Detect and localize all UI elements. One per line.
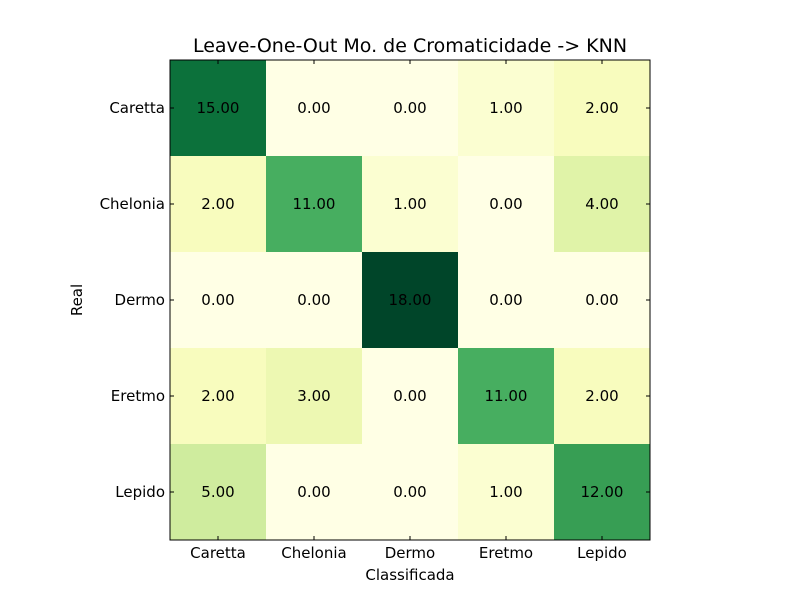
cell-value-label-4-4: 12.00 [581,483,624,501]
heatmap-cell-2-4 [554,252,651,349]
heatmap-cell-3-0 [170,348,267,445]
heatmap-cell-1-0 [170,156,267,253]
heatmap-cell-4-3 [458,444,555,541]
heatmap-cell-1-4 [554,156,651,253]
heatmap-cell-2-1 [266,252,363,349]
heatmap-cell-2-2 [362,252,459,349]
chart-title: Leave-One-Out Mo. de Cromaticidade -> KN… [193,35,627,57]
heatmap-cell-1-3 [458,156,555,253]
cell-value-label-2-4: 0.00 [585,291,618,309]
cell-value-label-1-0: 2.00 [201,195,234,213]
x-tick-label-2: Dermo [385,544,435,562]
x-tick-label-0: Caretta [190,544,246,562]
cell-value-label-3-4: 2.00 [585,387,618,405]
heatmap-cell-2-3 [458,252,555,349]
cell-value-label-3-1: 3.00 [297,387,330,405]
y-axis-label: Real [68,284,86,316]
cell-value-label-0-4: 2.00 [585,99,618,117]
x-axis-label: Classificada [365,566,454,584]
cell-value-label-0-2: 0.00 [393,99,426,117]
y-tick-label-2: Dermo [115,291,165,309]
heatmap-cell-1-1 [266,156,363,253]
cell-value-label-1-2: 1.00 [393,195,426,213]
heatmap-cell-0-0 [170,60,267,157]
axis-tick-labels: Caretta Chelonia Dermo Eretmo Lepido Caretta C… [100,99,627,562]
heatmap-cell-0-3 [458,60,555,157]
cell-value-label-2-2: 18.00 [389,291,432,309]
heatmap-cell-4-0 [170,444,267,541]
heatmap-cell-0-4 [554,60,651,157]
cell-value-label-0-1: 0.00 [297,99,330,117]
cell-value-label-2-1: 0.00 [297,291,330,309]
heatmap-cell-4-4 [554,444,651,541]
heatmap-value-labels: 15.00 0.00 0.00 1.00 2.00 2.00 11.00 1.00 0.00 4.… [197,99,624,501]
heatmap-cell-3-2 [362,348,459,445]
x-tick-label-1: Chelonia [281,544,346,562]
cell-value-label-4-3: 1.00 [489,483,522,501]
cell-value-label-4-1: 0.00 [297,483,330,501]
heatmap-cell-0-2 [362,60,459,157]
x-tick-label-4: Lepido [577,544,627,562]
cell-value-label-3-3: 11.00 [485,387,528,405]
plot-frame [169,59,651,541]
cell-value-label-0-3: 1.00 [489,99,522,117]
y-tick-label-4: Lepido [115,483,165,501]
heatmap-cell-2-0 [170,252,267,349]
heatmap-cell-3-4 [554,348,651,445]
cell-value-label-2-0: 0.00 [201,291,234,309]
cell-value-label-3-2: 0.00 [393,387,426,405]
cell-value-label-1-1: 11.00 [293,195,336,213]
heatmap-cell-1-2 [362,156,459,253]
y-tick-label-0: Caretta [109,99,165,117]
heatmap-cells [170,60,651,541]
heatmap-cell-0-1 [266,60,363,157]
x-tick-label-3: Eretmo [479,544,533,562]
cell-value-label-4-0: 5.00 [201,483,234,501]
y-tick-label-1: Chelonia [100,195,165,213]
heatmap-cell-4-1 [266,444,363,541]
cell-value-label-2-3: 0.00 [489,291,522,309]
cell-value-label-1-4: 4.00 [585,195,618,213]
heatmap-cell-3-1 [266,348,363,445]
cell-value-label-3-0: 2.00 [201,387,234,405]
heatmap-cell-3-3 [458,348,555,445]
cell-value-label-4-2: 0.00 [393,483,426,501]
axis-ticks [170,60,650,540]
cell-value-label-0-0: 15.00 [197,99,240,117]
heatmap-cell-4-2 [362,444,459,541]
cell-value-label-1-3: 0.00 [489,195,522,213]
y-tick-label-3: Eretmo [111,387,165,405]
